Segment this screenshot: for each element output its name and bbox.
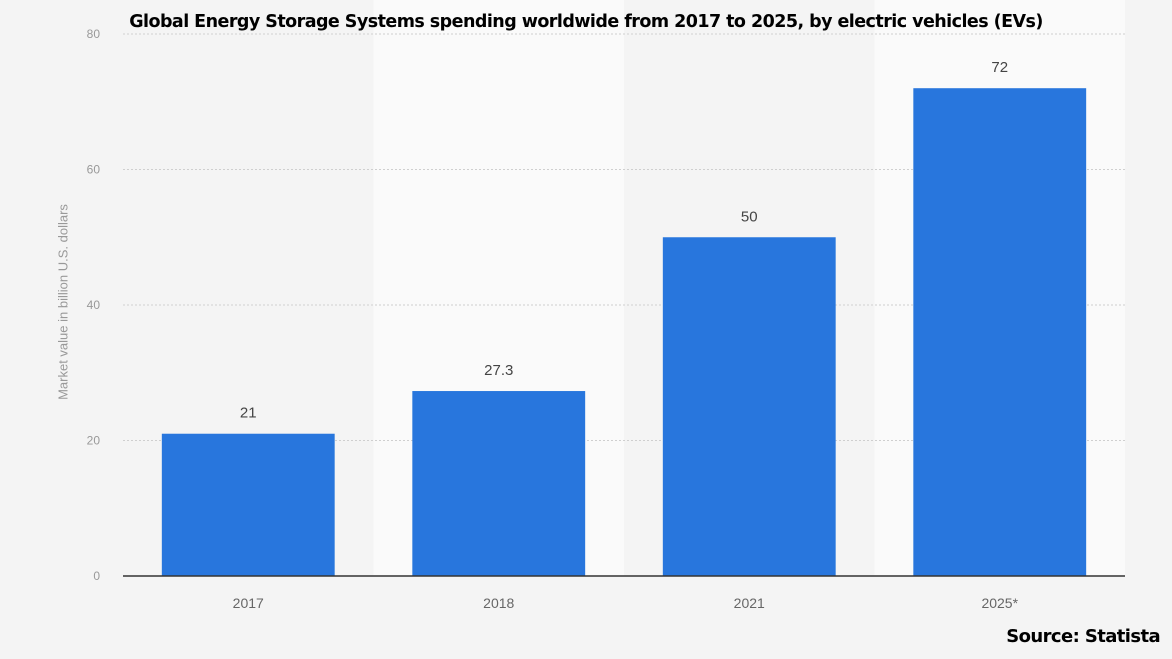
x-tick-label: 2018	[483, 595, 514, 611]
y-tick-label: 20	[87, 434, 101, 448]
y-tick-label: 0	[93, 569, 100, 583]
value-labels: 21 27.3 50 72	[240, 59, 1008, 422]
bar	[662, 237, 836, 576]
y-tick-label: 60	[87, 163, 101, 177]
x-tick-label: 2017	[233, 595, 264, 611]
value-label: 50	[741, 208, 758, 225]
value-label: 21	[240, 405, 257, 422]
y-axis-ticks: 0 20 40 60 80	[87, 27, 101, 583]
gridlines	[123, 33, 1125, 441]
bars	[161, 88, 1087, 576]
bar	[913, 88, 1087, 576]
value-label: 27.3	[484, 362, 513, 379]
source-label: Source: Statista	[1006, 626, 1160, 647]
y-tick-label: 80	[87, 27, 101, 41]
value-label: 72	[991, 59, 1008, 76]
bar	[161, 433, 335, 576]
x-axis-ticks: 2017 2018 2021 2025*	[233, 595, 1019, 611]
chart-title: Global Energy Storage Systems spending w…	[129, 12, 1043, 32]
bar	[412, 391, 586, 576]
x-tick-label: 2021	[734, 595, 765, 611]
y-tick-label: 40	[87, 298, 101, 312]
y-axis-label: Market value in billion U.S. dollars	[55, 204, 71, 400]
x-tick-label: 2025*	[981, 595, 1018, 611]
